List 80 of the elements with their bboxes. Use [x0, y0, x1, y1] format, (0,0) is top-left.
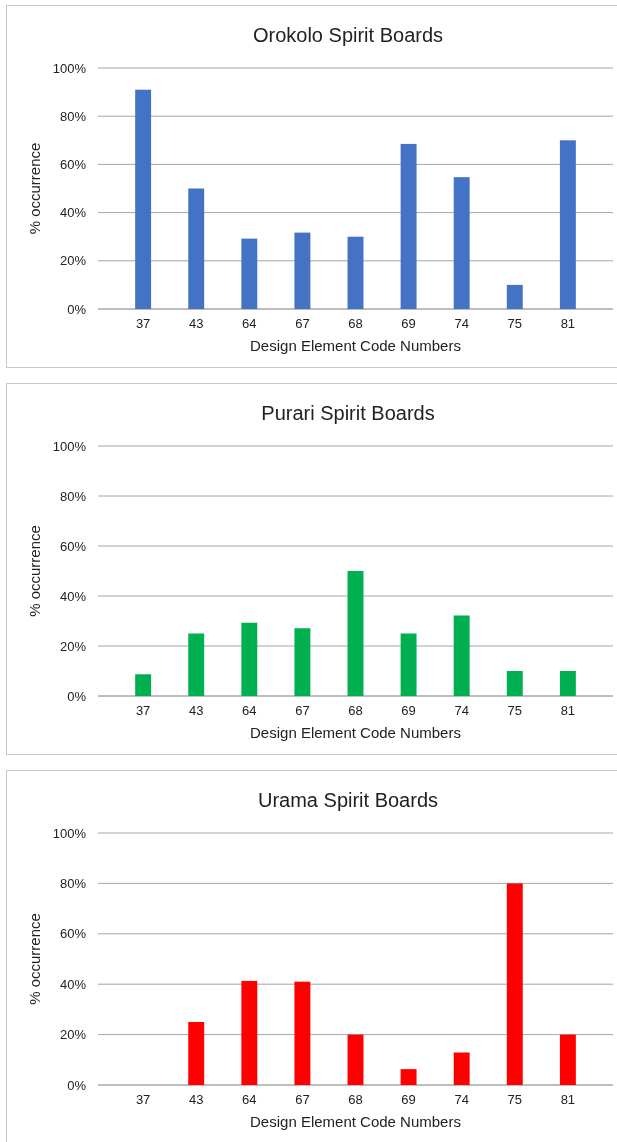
y-tick-label: 100% — [52, 438, 87, 454]
bar — [347, 1034, 364, 1085]
x-tick-label: 69 — [401, 703, 416, 719]
x-tick-label: 74 — [454, 316, 469, 332]
x-tick-label: 43 — [188, 316, 204, 332]
x-tick-label: 37 — [135, 703, 151, 719]
x-tick-label: 67 — [295, 703, 310, 719]
x-tick-label: 75 — [507, 316, 523, 332]
x-tick-label: 81 — [560, 316, 576, 332]
y-axis-title: % occurrence — [26, 913, 43, 1005]
y-tick-label: 60% — [59, 926, 87, 942]
x-tick-label: 68 — [348, 703, 363, 719]
x-axis-title: Design Element Code Numbers — [250, 337, 461, 354]
bar — [506, 883, 523, 1085]
x-tick-label: 75 — [507, 703, 523, 719]
x-tick-label: 81 — [560, 1092, 576, 1108]
x-tick-label: 68 — [348, 316, 363, 332]
bar — [453, 1052, 470, 1085]
bar — [241, 622, 258, 696]
y-tick-label: 100% — [52, 60, 87, 76]
y-tick-label: 80% — [59, 876, 87, 892]
bar — [135, 89, 152, 309]
chart-title: Purari Spirit Boards — [261, 402, 435, 424]
x-tick-label: 43 — [188, 703, 204, 719]
bar — [188, 633, 205, 696]
x-tick-label: 64 — [242, 316, 257, 332]
y-tick-label: 80% — [59, 488, 87, 504]
bar — [400, 1069, 417, 1085]
bar — [188, 188, 205, 309]
bar — [559, 671, 576, 696]
bar — [453, 177, 470, 309]
bar — [559, 140, 576, 309]
y-axis-title: % occurrence — [26, 142, 43, 235]
x-tick-label: 67 — [295, 316, 310, 332]
bar — [241, 238, 258, 309]
x-tick-label: 75 — [507, 1092, 523, 1108]
bar — [294, 628, 311, 696]
x-tick-label: 69 — [401, 316, 416, 332]
x-tick-label: 43 — [188, 1092, 204, 1108]
y-tick-label: 60% — [59, 157, 87, 173]
bar — [400, 633, 417, 696]
bar — [347, 236, 364, 309]
y-tick-label: 0% — [67, 1077, 87, 1093]
y-tick-label: 20% — [59, 1027, 87, 1043]
y-tick-label: 100% — [52, 825, 87, 841]
x-tick-label: 81 — [560, 703, 576, 719]
bar — [453, 615, 470, 696]
y-tick-label: 20% — [59, 253, 87, 269]
x-tick-label: 68 — [348, 1092, 363, 1108]
x-tick-label: 74 — [454, 703, 469, 719]
x-axis-title: Design Element Code Numbers — [250, 724, 461, 741]
bar — [400, 143, 417, 309]
bar — [506, 671, 523, 696]
x-tick-label: 37 — [135, 316, 151, 332]
bar — [135, 674, 152, 696]
y-tick-label: 0% — [67, 688, 87, 704]
chart-title: Urama Spirit Boards — [257, 789, 439, 811]
y-tick-label: 20% — [59, 638, 87, 654]
x-tick-label: 67 — [295, 1092, 310, 1108]
bar — [559, 1034, 576, 1085]
bar — [241, 980, 258, 1085]
y-tick-label: 0% — [67, 301, 87, 317]
chart-title: Orokolo Spirit Boards — [252, 24, 444, 46]
y-tick-label: 60% — [59, 538, 87, 554]
y-axis-title: % occurrence — [26, 525, 43, 617]
y-tick-label: 40% — [59, 976, 87, 992]
bar — [506, 284, 523, 309]
x-tick-label: 69 — [401, 1092, 416, 1108]
y-tick-label: 40% — [59, 205, 87, 221]
bar — [294, 981, 311, 1085]
x-tick-label: 64 — [242, 1092, 257, 1108]
y-tick-label: 80% — [59, 108, 87, 124]
x-axis-title: Design Element Code Numbers — [250, 1113, 461, 1130]
x-tick-label: 37 — [135, 1092, 151, 1108]
x-tick-label: 64 — [242, 703, 257, 719]
y-tick-label: 40% — [59, 588, 87, 604]
bar — [188, 1022, 205, 1085]
bar — [347, 571, 364, 696]
x-tick-label: 74 — [454, 1092, 469, 1108]
bar — [294, 232, 311, 309]
